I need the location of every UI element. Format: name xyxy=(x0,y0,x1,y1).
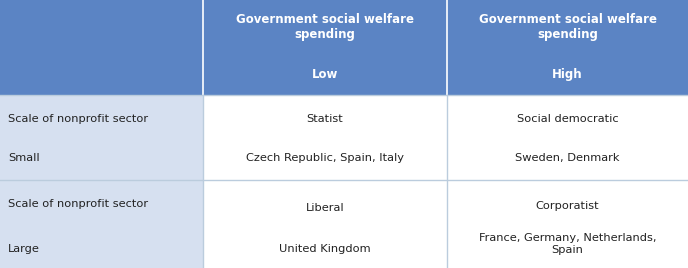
Text: France, Germany, Netherlands,
Spain: France, Germany, Netherlands, Spain xyxy=(479,233,656,255)
Text: Sweden, Denmark: Sweden, Denmark xyxy=(515,152,620,163)
Text: Social democratic: Social democratic xyxy=(517,114,619,124)
Text: Czech Republic, Spain, Italy: Czech Republic, Spain, Italy xyxy=(246,152,404,163)
Text: Statist: Statist xyxy=(307,114,343,124)
Text: Large: Large xyxy=(8,244,40,254)
Text: Corporatist: Corporatist xyxy=(536,201,599,211)
Text: Liberal: Liberal xyxy=(305,203,345,213)
Text: United Kingdom: United Kingdom xyxy=(279,244,371,254)
Text: Small: Small xyxy=(8,152,40,163)
Text: Government social welfare
spending: Government social welfare spending xyxy=(479,13,656,41)
Bar xyxy=(447,180,688,268)
Bar xyxy=(0,95,203,180)
Text: High: High xyxy=(552,68,583,81)
Bar xyxy=(203,95,447,180)
Text: Scale of nonprofit sector: Scale of nonprofit sector xyxy=(8,199,149,209)
Bar xyxy=(203,180,447,268)
Bar xyxy=(0,180,203,268)
Text: Government social welfare
spending: Government social welfare spending xyxy=(236,13,414,41)
Text: Scale of nonprofit sector: Scale of nonprofit sector xyxy=(8,114,149,124)
Text: Low: Low xyxy=(312,68,338,81)
Bar xyxy=(0,0,688,95)
Bar xyxy=(447,95,688,180)
